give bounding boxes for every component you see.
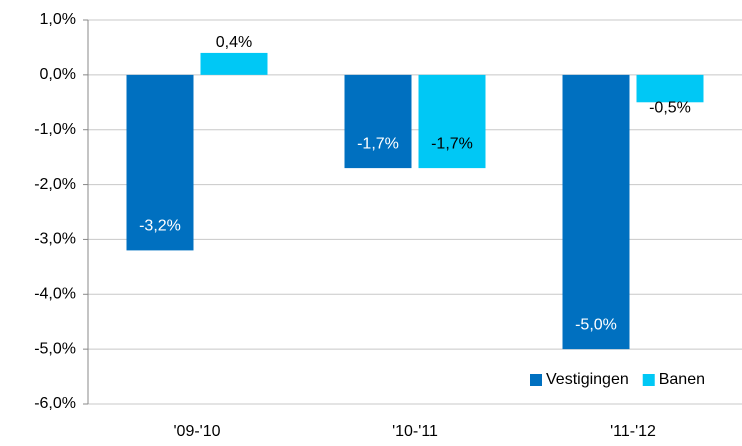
legend-swatch: [642, 374, 655, 386]
bar: [562, 74, 630, 350]
bar: [200, 52, 268, 75]
y-tick-label: -4,0%: [34, 286, 76, 303]
data-label: -3,2%: [139, 218, 181, 235]
y-tick-label: -1,0%: [34, 121, 76, 138]
y-tick-label: -2,0%: [34, 176, 76, 193]
bar: [636, 74, 704, 103]
y-tick-label: -3,0%: [34, 231, 76, 248]
data-label: 0,4%: [216, 34, 252, 51]
y-tick-label: 0,0%: [40, 66, 76, 83]
bar: [344, 74, 412, 169]
data-label: -5,0%: [575, 316, 617, 333]
x-tick-label: '09-'10: [173, 423, 220, 440]
data-label: -1,7%: [431, 135, 473, 152]
legend-swatch: [530, 374, 542, 386]
data-label: -0,5%: [649, 100, 691, 117]
x-tick-label: '10-'11: [392, 423, 438, 440]
x-tick-label: '11-'12: [610, 423, 656, 440]
bar: [126, 74, 194, 251]
y-tick-label: -6,0%: [34, 395, 76, 412]
data-label: -1,7%: [357, 135, 399, 152]
legend-label: Banen: [659, 371, 705, 388]
bar: [418, 74, 486, 169]
y-tick-label: -5,0%: [34, 340, 76, 357]
y-tick-label: 1,0%: [40, 11, 76, 28]
legend-label: Vestigingen: [546, 371, 629, 388]
